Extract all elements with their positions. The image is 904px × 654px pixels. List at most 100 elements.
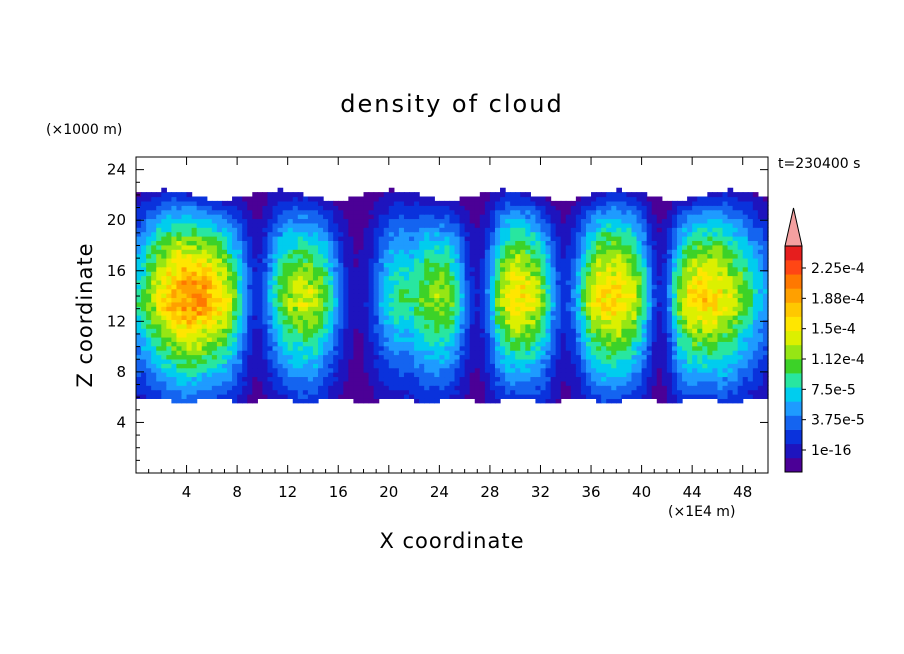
heatmap-cell <box>383 376 390 382</box>
heatmap-cell <box>287 284 294 290</box>
heatmap-cell <box>292 253 299 259</box>
heatmap-cell <box>333 328 339 334</box>
heatmap-cell <box>575 336 582 342</box>
heatmap-cell <box>616 332 622 338</box>
heatmap-cell <box>737 345 744 351</box>
heatmap-cell <box>606 345 612 351</box>
heatmap-cell <box>666 332 673 338</box>
heatmap-cell <box>687 240 693 246</box>
heatmap-cell <box>722 227 729 233</box>
heatmap-cell <box>540 279 547 285</box>
heatmap-cell <box>707 306 713 312</box>
heatmap-cell <box>671 319 678 325</box>
heatmap-cell <box>520 301 526 307</box>
heatmap-cell <box>747 284 754 290</box>
heatmap-cell <box>409 328 415 334</box>
heatmap-cell <box>403 227 410 233</box>
heatmap-cell <box>631 372 638 378</box>
heatmap-cell <box>555 257 562 263</box>
heatmap-cell <box>474 253 481 259</box>
heatmap-cell <box>323 253 329 259</box>
heatmap-cell <box>267 240 274 246</box>
heatmap-cell <box>550 367 557 373</box>
heatmap-cell <box>646 288 653 294</box>
heatmap-cell <box>606 367 612 373</box>
heatmap-cell <box>186 266 193 272</box>
heatmap-cell <box>206 284 213 290</box>
heatmap-cell <box>388 341 395 347</box>
heatmap-cell <box>424 275 430 281</box>
heatmap-cell <box>712 385 719 391</box>
heatmap-cell <box>171 236 178 241</box>
heatmap-cell <box>661 328 668 334</box>
heatmap-cell <box>742 372 749 378</box>
heatmap-cell <box>393 394 400 399</box>
heatmap-cell <box>752 271 759 277</box>
heatmap-cell <box>697 380 703 386</box>
heatmap-cell <box>474 376 481 382</box>
heatmap-cell <box>717 271 724 277</box>
heatmap-cell <box>267 389 274 395</box>
heatmap-cell <box>136 380 142 386</box>
heatmap-cell <box>343 367 349 373</box>
heatmap-cell <box>282 297 289 303</box>
heatmap-cell <box>323 257 329 263</box>
heatmap-cell <box>232 249 238 255</box>
heatmap-cell <box>479 336 486 342</box>
heatmap-cell <box>671 301 678 307</box>
heatmap-cell <box>727 284 734 290</box>
heatmap-cell <box>687 363 693 369</box>
heatmap-cell <box>146 279 152 285</box>
heatmap-cell <box>540 398 547 404</box>
heatmap-cell <box>439 266 446 272</box>
heatmap-cell <box>368 257 375 263</box>
heatmap-cell <box>292 372 299 378</box>
heatmap-cell <box>242 293 248 299</box>
heatmap-cell <box>762 266 769 272</box>
heatmap-cell <box>267 227 274 233</box>
heatmap-cell <box>444 376 451 382</box>
heatmap-cell <box>560 385 567 391</box>
heatmap-cell <box>747 376 754 382</box>
heatmap-cell <box>181 293 188 299</box>
heatmap-cell <box>479 231 486 237</box>
heatmap-cell <box>530 350 537 356</box>
heatmap-cell <box>580 297 587 303</box>
heatmap-cell <box>666 236 673 241</box>
heatmap-cell <box>752 293 759 299</box>
heatmap-cell <box>353 332 360 338</box>
heatmap-cell <box>484 279 491 285</box>
heatmap-cell <box>752 315 759 320</box>
heatmap-cell <box>666 341 673 347</box>
heatmap-cell <box>727 315 734 320</box>
heatmap-cell <box>277 306 284 312</box>
heatmap-cell <box>363 345 370 351</box>
heatmap-cell <box>606 315 612 320</box>
heatmap-cell <box>489 297 496 303</box>
heatmap-cell <box>409 279 415 285</box>
heatmap-cell <box>338 372 344 378</box>
heatmap-cell <box>353 319 360 325</box>
heatmap-cell <box>717 354 724 360</box>
heatmap-cell <box>692 372 698 378</box>
heatmap-cell <box>459 350 466 356</box>
heatmap-cell <box>146 236 152 241</box>
heatmap-cell <box>697 288 703 294</box>
heatmap-cell <box>216 279 223 285</box>
heatmap-cell <box>252 297 258 303</box>
heatmap-cell <box>762 363 769 369</box>
heatmap-cell <box>515 328 521 334</box>
heatmap-cell <box>434 336 440 342</box>
heatmap-cell <box>242 315 248 320</box>
heatmap-cell <box>732 367 739 373</box>
heatmap-cell <box>221 257 228 263</box>
heatmap-cell <box>515 394 521 399</box>
heatmap-cell <box>393 262 400 268</box>
heatmap-cell <box>752 376 759 382</box>
heatmap-cell <box>459 227 466 233</box>
heatmap-cell <box>742 301 749 307</box>
heatmap-cell <box>717 367 724 373</box>
heatmap-cell <box>515 358 521 364</box>
heatmap-cell <box>596 288 602 294</box>
heatmap-cell <box>636 380 643 386</box>
